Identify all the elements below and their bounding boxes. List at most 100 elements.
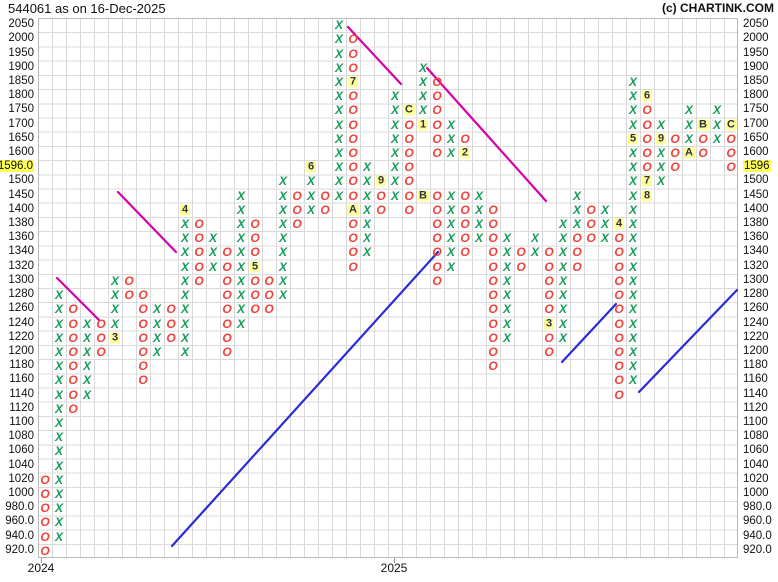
price-label: 1950 xyxy=(743,46,769,59)
o-box: O xyxy=(292,202,302,217)
o-box: O xyxy=(222,288,232,303)
o-box: O xyxy=(544,259,554,274)
x-box: X xyxy=(684,131,694,146)
month-marker: C xyxy=(725,118,737,131)
o-box: O xyxy=(264,273,274,288)
x-box: X xyxy=(334,131,344,146)
o-box: O xyxy=(488,288,498,303)
x-box: X xyxy=(628,344,638,359)
x-box: X xyxy=(446,245,456,260)
price-label: 1850 xyxy=(743,74,769,87)
x-box: X xyxy=(54,316,64,331)
o-box: O xyxy=(642,103,652,118)
o-box: O xyxy=(586,202,596,217)
x-box: X xyxy=(152,330,162,345)
o-box: O xyxy=(432,245,442,260)
price-label: 1220 xyxy=(8,330,34,343)
o-box: O xyxy=(68,373,78,388)
o-box: O xyxy=(404,146,414,160)
o-box: O xyxy=(250,231,260,246)
x-box: X xyxy=(628,373,638,388)
x-box: X xyxy=(334,160,344,175)
x-box: X xyxy=(628,259,638,274)
price-label: 1180 xyxy=(743,359,768,372)
x-box: X xyxy=(656,160,666,175)
x-box: X xyxy=(418,60,428,75)
x-box: X xyxy=(82,330,92,345)
o-box: O xyxy=(68,387,78,402)
x-box: X xyxy=(628,273,638,288)
x-box: X xyxy=(54,529,64,544)
price-label: 1360 xyxy=(8,231,34,244)
o-box: O xyxy=(222,344,232,359)
o-box: O xyxy=(348,217,358,232)
x-box: X xyxy=(54,501,64,516)
x-box: X xyxy=(446,202,456,217)
x-box: X xyxy=(306,174,316,189)
x-box: X xyxy=(390,174,400,189)
price-label: 1300 xyxy=(8,273,34,286)
x-box: X xyxy=(82,387,92,402)
price-label: 940.0 xyxy=(743,529,772,542)
x-box: X xyxy=(334,103,344,118)
x-box: X xyxy=(502,302,512,317)
x-box: X xyxy=(656,174,666,189)
x-box: X xyxy=(54,387,64,402)
x-box: X xyxy=(684,103,694,118)
price-label: 980.0 xyxy=(743,501,772,514)
price-label: 1260 xyxy=(743,302,769,315)
price-label: 1140 xyxy=(9,387,34,400)
x-box: X xyxy=(446,231,456,246)
price-label: 1180 xyxy=(9,359,34,372)
o-box: O xyxy=(614,231,624,246)
x-box: X xyxy=(208,231,218,246)
o-box: O xyxy=(404,160,414,175)
price-label: 1400 xyxy=(743,202,769,215)
x-box: X xyxy=(82,359,92,374)
month-marker: B xyxy=(417,189,429,202)
price-label: 1080 xyxy=(743,430,769,443)
o-box: O xyxy=(614,288,624,303)
x-box: X xyxy=(306,202,316,217)
x-box: X xyxy=(180,288,190,303)
x-box: X xyxy=(278,259,288,274)
x-box: X xyxy=(334,188,344,203)
o-box: O xyxy=(194,273,204,288)
price-label: 1300 xyxy=(743,273,769,286)
o-box: O xyxy=(488,217,498,232)
o-box: O xyxy=(348,32,358,47)
x-box: X xyxy=(334,46,344,61)
o-box: O xyxy=(432,259,442,274)
o-box: O xyxy=(320,188,330,203)
month-marker: 7 xyxy=(641,174,653,187)
o-box: O xyxy=(432,188,442,203)
o-box: O xyxy=(404,131,414,146)
x-box: X xyxy=(446,117,456,132)
price-label: 960.0 xyxy=(743,515,772,528)
month-marker: 5 xyxy=(627,132,639,145)
o-box: O xyxy=(404,117,414,132)
o-box: O xyxy=(96,344,106,359)
x-box: X xyxy=(656,117,666,132)
o-box: O xyxy=(264,288,274,303)
price-label: 1100 xyxy=(9,416,34,428)
x-box: X xyxy=(180,259,190,274)
axis-tick xyxy=(394,558,395,563)
price-label: 1600 xyxy=(743,146,769,158)
price-label: 1000 xyxy=(8,487,34,500)
o-box: O xyxy=(586,217,596,232)
price-label: 920.0 xyxy=(5,543,34,556)
x-box: X xyxy=(54,359,64,374)
x-box: X xyxy=(54,472,64,487)
price-label: 1500 xyxy=(8,174,34,187)
o-box: O xyxy=(642,117,652,132)
price-label: 1600 xyxy=(8,146,34,158)
price-label: 1850 xyxy=(8,74,34,87)
o-box: O xyxy=(40,543,50,558)
x-box: X xyxy=(628,188,638,203)
x-box: X xyxy=(572,202,582,217)
o-box: O xyxy=(348,259,358,274)
o-box: O xyxy=(222,330,232,345)
x-box: X xyxy=(628,359,638,374)
x-box: X xyxy=(278,217,288,232)
